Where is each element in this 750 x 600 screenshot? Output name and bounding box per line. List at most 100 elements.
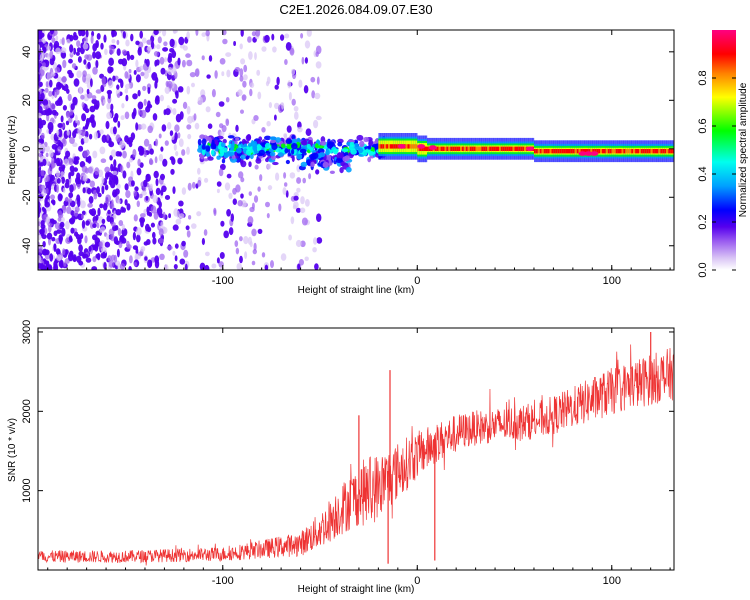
spectrogram-cell xyxy=(54,67,61,73)
spectrogram-cell xyxy=(314,263,319,270)
spectrogram-cell xyxy=(153,51,159,57)
spectrogram-cell xyxy=(142,85,147,92)
spectrogram-cell xyxy=(384,144,387,149)
spectrogram-cell xyxy=(90,114,95,120)
spectrogram-cell xyxy=(563,149,566,154)
spectrogram-cell xyxy=(66,88,70,94)
spectrogram-cell xyxy=(617,149,620,154)
spectrogram-cell xyxy=(55,47,61,55)
spectrogram-cell xyxy=(225,97,230,103)
spectrogram-cell xyxy=(340,161,346,167)
spectrogram-cell xyxy=(78,244,83,253)
spectrogram-cell xyxy=(559,149,562,154)
spectrogram-cell xyxy=(356,134,364,141)
spectrogram-cell xyxy=(95,60,99,69)
spectrogram-cell xyxy=(541,149,544,154)
spectrogram-cell xyxy=(218,168,224,177)
spectrogram-cell xyxy=(178,213,185,219)
spectrogram-cell xyxy=(251,31,256,37)
spectrogram-cell xyxy=(38,177,41,184)
spectrogram-cell xyxy=(68,197,73,204)
spectrogram-cell xyxy=(473,146,476,151)
spectrogram-cell xyxy=(188,215,192,220)
spectrogram-cell xyxy=(138,150,144,156)
spectrogram-cell xyxy=(63,261,67,267)
spectrogram-cell xyxy=(154,259,160,269)
spectrogram-cell xyxy=(39,53,44,62)
spectrogram-cell xyxy=(272,46,277,53)
spectrogram-cell xyxy=(107,209,111,215)
spectrogram-cell xyxy=(125,190,131,199)
spectrogram-cell xyxy=(83,59,87,65)
spectrogram-cell xyxy=(306,30,312,37)
spectrogram-cell xyxy=(137,89,141,97)
spectrogram-cell xyxy=(60,47,67,54)
spectrogram-cell xyxy=(499,146,502,151)
spectrogram-cell xyxy=(53,43,58,49)
spectrogram-cell xyxy=(259,174,263,182)
spectrogram-cell xyxy=(112,192,118,197)
spectrogram-cell xyxy=(143,208,147,215)
spectrogram-cell xyxy=(178,200,184,207)
spectrogram-cell xyxy=(177,86,184,93)
spectrogram-cell xyxy=(130,180,135,187)
spectrogram-cell xyxy=(255,158,262,164)
spectrogram-cell xyxy=(114,177,119,184)
spectrogram-cell xyxy=(157,36,162,44)
spectrogram-cell xyxy=(197,96,203,106)
spectrogram-cell xyxy=(56,130,60,136)
spectrogram-cell xyxy=(145,106,151,113)
spectrogram-cell xyxy=(286,125,292,133)
spectrogram-cell xyxy=(136,227,142,236)
spectrogram-cell xyxy=(62,248,66,256)
spectrogram-cell xyxy=(274,137,282,143)
spectrogram-cell xyxy=(72,96,78,106)
spectrogram-cell xyxy=(54,146,58,156)
spectrogram-cell xyxy=(208,55,213,62)
spectrogram-cell xyxy=(120,165,124,173)
spectrogram-cell xyxy=(613,149,616,154)
spectrogram-cell xyxy=(444,146,447,151)
spectrogram-cell xyxy=(291,98,296,106)
spectrogram-cell xyxy=(165,80,169,88)
spectrogram-cell xyxy=(508,146,511,151)
spectrogram-cell xyxy=(81,220,86,229)
spectrogram-cell xyxy=(291,143,298,150)
spectrogram-cell xyxy=(537,149,541,154)
spectrogram-cell xyxy=(167,122,172,130)
spectrogram-cell xyxy=(270,151,276,157)
spectrogram-cell xyxy=(227,135,235,139)
spectrogram-cell xyxy=(56,229,62,234)
x-tick-label: 100 xyxy=(603,575,621,587)
spectrogram-cell xyxy=(92,244,97,251)
spectrogram-cell xyxy=(76,70,82,78)
spectrogram-cell xyxy=(38,152,43,158)
spectrogram-cell xyxy=(156,207,163,216)
spectrogram-cell xyxy=(656,149,659,154)
spectrogram-cell xyxy=(207,123,213,129)
spectrogram-cell xyxy=(604,149,607,154)
spectrogram-cell xyxy=(137,101,144,110)
spectrogram-cell xyxy=(349,141,355,148)
spectrogram-cell xyxy=(291,134,296,140)
spectrogram-cell xyxy=(169,38,175,48)
spectrogram-cell xyxy=(69,44,74,53)
spectrogram-cell xyxy=(289,172,296,179)
spectrogram-cell xyxy=(83,136,89,144)
spectrogram-cell xyxy=(109,45,115,55)
spectrogram-cell xyxy=(100,226,106,232)
spectrogram-cell xyxy=(110,149,117,158)
spectrogram-cell xyxy=(96,33,101,40)
spectrogram-cell xyxy=(124,183,129,191)
spectrogram-cell xyxy=(584,149,587,154)
spectrogram-cell xyxy=(518,146,521,151)
spectrogram-cell xyxy=(162,158,168,167)
spectrogram-cell xyxy=(63,158,69,166)
spectrogram-cell xyxy=(247,36,252,43)
spectrogram-cell xyxy=(309,154,316,160)
spectrogram-cell xyxy=(104,241,111,248)
spectrogram-cell xyxy=(285,159,290,165)
spectrogram-cell xyxy=(253,146,258,154)
spectrogram-cell xyxy=(106,103,111,110)
spectrogram-cell xyxy=(633,149,636,154)
